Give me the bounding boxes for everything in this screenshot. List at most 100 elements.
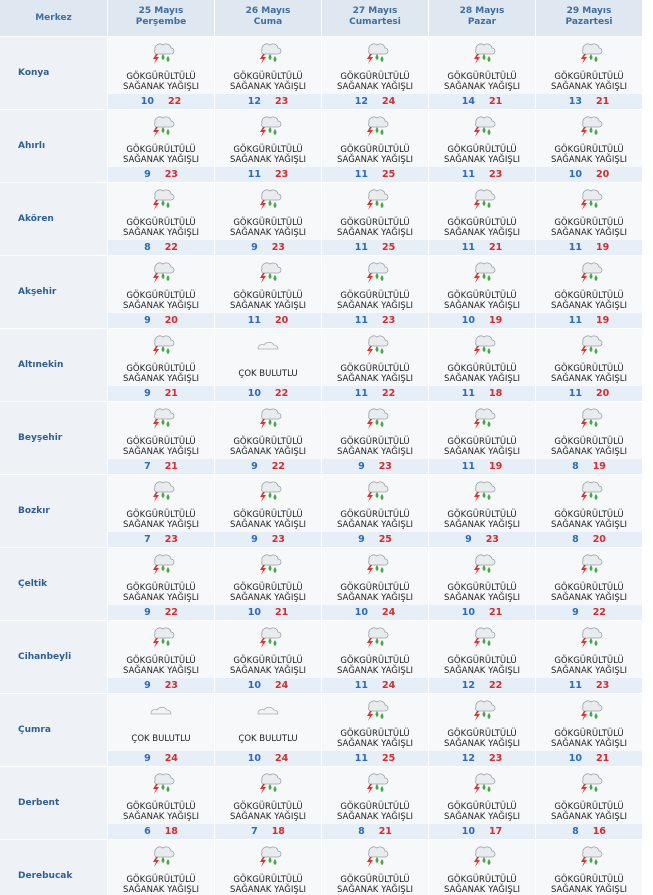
forecast-cell: ÇOK BULUTLU 9 24 [108, 694, 214, 766]
weather-icon [474, 627, 496, 648]
forecast-cell: GÖKGÜRÜLTÜLÜ SAĞANAK YAĞIŞLI 11 23 [322, 256, 428, 328]
weather-icon [474, 846, 496, 867]
high-temp: 24 [382, 607, 396, 618]
high-temp: 21 [164, 461, 178, 472]
temperatures: 6 18 [108, 824, 214, 839]
temperatures: 9 25 [322, 532, 428, 547]
low-temp: 10 [461, 607, 475, 618]
weather-icon [260, 189, 282, 210]
header-date: 28 Mayıs [459, 6, 505, 16]
low-temp: 9 [144, 169, 151, 180]
condition: GÖKGÜRÜLTÜLÜ SAĞANAK YAĞIŞLI [551, 218, 627, 238]
high-temp: 22 [275, 388, 289, 399]
high-temp: 22 [168, 96, 182, 107]
forecast-cell: GÖKGÜRÜLTÜLÜ SAĞANAK YAĞIŞLI 9 23 [215, 183, 321, 255]
condition: GÖKGÜRÜLTÜLÜ SAĞANAK YAĞIŞLI [123, 291, 199, 311]
forecast-cell: GÖKGÜRÜLTÜLÜ SAĞANAK YAĞIŞLI 7 21 [108, 402, 214, 474]
weather-icon [474, 116, 496, 137]
low-temp: 7 [144, 461, 151, 472]
condition: GÖKGÜRÜLTÜLÜ SAĞANAK YAĞIŞLI [444, 729, 520, 749]
low-temp: 11 [247, 169, 261, 180]
low-temp: 9 [251, 534, 258, 545]
low-temp: 9 [251, 242, 258, 253]
temperatures: 11 19 [536, 240, 642, 255]
condition: GÖKGÜRÜLTÜLÜ SAĞANAK YAĞIŞLI [230, 145, 306, 165]
high-temp: 20 [592, 534, 606, 545]
header-day: Cuma [253, 17, 283, 27]
weather-icon [367, 189, 389, 210]
low-temp: 9 [144, 607, 151, 618]
forecast-cell: GÖKGÜRÜLTÜLÜ SAĞANAK YAĞIŞLI 9 23 [429, 475, 535, 547]
condition: GÖKGÜRÜLTÜLÜ SAĞANAK YAĞIŞLI [551, 291, 627, 311]
temperatures: 11 25 [322, 240, 428, 255]
weather-icon [367, 773, 389, 794]
high-temp: 23 [271, 534, 285, 545]
forecast-cell: GÖKGÜRÜLTÜLÜ SAĞANAK YAĞIŞLI 8 19 [536, 402, 642, 474]
low-temp: 11 [354, 169, 368, 180]
forecast-cell: GÖKGÜRÜLTÜLÜ SAĞANAK YAĞIŞLI 11 21 [429, 183, 535, 255]
forecast-cell: GÖKGÜRÜLTÜLÜ SAĞANAK YAĞIŞLI 12 24 [322, 37, 428, 109]
temperatures: 11 19 [429, 459, 535, 474]
high-temp: 19 [596, 315, 610, 326]
forecast-cell: GÖKGÜRÜLTÜLÜ SAĞANAK YAĞIŞLI 8 20 [536, 475, 642, 547]
low-temp: 11 [354, 753, 368, 764]
city-name: Derbent [0, 767, 107, 839]
condition: GÖKGÜRÜLTÜLÜ SAĞANAK YAĞIŞLI [230, 291, 306, 311]
condition: GÖKGÜRÜLTÜLÜ SAĞANAK YAĞIŞLI [444, 364, 520, 384]
low-temp: 11 [568, 680, 582, 691]
condition: GÖKGÜRÜLTÜLÜ SAĞANAK YAĞIŞLI [444, 145, 520, 165]
city-name: Çumra [0, 694, 107, 766]
weather-icon [260, 408, 282, 429]
weather-icon [581, 554, 603, 575]
temperatures: 12 24 [322, 94, 428, 109]
forecast-cell: GÖKGÜRÜLTÜLÜ SAĞANAK YAĞIŞLI [536, 840, 642, 895]
high-temp: 23 [164, 534, 178, 545]
forecast-cell: GÖKGÜRÜLTÜLÜ SAĞANAK YAĞIŞLI 11 18 [429, 329, 535, 401]
weather-icon [474, 43, 496, 64]
low-temp: 12 [354, 96, 368, 107]
forecast-cell: GÖKGÜRÜLTÜLÜ SAĞANAK YAĞIŞLI 9 23 [215, 475, 321, 547]
high-temp: 20 [596, 169, 610, 180]
forecast-cell: GÖKGÜRÜLTÜLÜ SAĞANAK YAĞIŞLI 10 20 [536, 110, 642, 182]
temperatures: 10 24 [215, 751, 321, 766]
temperatures: 9 24 [108, 751, 214, 766]
condition: GÖKGÜRÜLTÜLÜ SAĞANAK YAĞIŞLI [230, 583, 306, 603]
high-temp: 24 [382, 96, 396, 107]
condition: GÖKGÜRÜLTÜLÜ SAĞANAK YAĞIŞLI [444, 875, 520, 895]
low-temp: 10 [140, 96, 154, 107]
forecast-cell: GÖKGÜRÜLTÜLÜ SAĞANAK YAĞIŞLI 10 17 [429, 767, 535, 839]
weather-icon [367, 846, 389, 867]
forecast-cell: GÖKGÜRÜLTÜLÜ SAĞANAK YAĞIŞLI [215, 840, 321, 895]
forecast-cell: GÖKGÜRÜLTÜLÜ SAĞANAK YAĞIŞLI 11 25 [322, 183, 428, 255]
temperatures: 11 25 [322, 751, 428, 766]
weather-icon [474, 335, 496, 356]
forecast-cell: GÖKGÜRÜLTÜLÜ SAĞANAK YAĞIŞLI 11 23 [429, 110, 535, 182]
condition: GÖKGÜRÜLTÜLÜ SAĞANAK YAĞIŞLI [123, 218, 199, 238]
condition: GÖKGÜRÜLTÜLÜ SAĞANAK YAĞIŞLI [123, 72, 199, 92]
header-cell: 27 Mayıs Cumartesi [322, 0, 428, 36]
forecast-cell: GÖKGÜRÜLTÜLÜ SAĞANAK YAĞIŞLI 11 19 [536, 256, 642, 328]
temperatures: 11 19 [536, 313, 642, 328]
condition: GÖKGÜRÜLTÜLÜ SAĞANAK YAĞIŞLI [337, 291, 413, 311]
condition: GÖKGÜRÜLTÜLÜ SAĞANAK YAĞIŞLI [230, 656, 306, 676]
temperatures: 9 23 [215, 240, 321, 255]
low-temp: 9 [358, 534, 365, 545]
weather-icon [474, 554, 496, 575]
header-date: 26 Mayıs [245, 6, 291, 16]
condition: GÖKGÜRÜLTÜLÜ SAĞANAK YAĞIŞLI [123, 875, 199, 895]
low-temp: 11 [247, 315, 261, 326]
forecast-cell: GÖKGÜRÜLTÜLÜ SAĞANAK YAĞIŞLI 11 23 [536, 621, 642, 693]
header-cell: Merkez [0, 0, 107, 36]
temperatures: 10 24 [322, 605, 428, 620]
low-temp: 10 [247, 753, 261, 764]
condition: GÖKGÜRÜLTÜLÜ SAĞANAK YAĞIŞLI [444, 291, 520, 311]
condition: ÇOK BULUTLU [238, 369, 298, 379]
weather-icon [260, 116, 282, 137]
high-temp: 17 [489, 826, 503, 837]
condition: GÖKGÜRÜLTÜLÜ SAĞANAK YAĞIŞLI [337, 510, 413, 530]
condition: GÖKGÜRÜLTÜLÜ SAĞANAK YAĞIŞLI [551, 802, 627, 822]
high-temp: 23 [485, 534, 499, 545]
temperatures: 7 21 [108, 459, 214, 474]
header-cell: 29 Mayıs Pazartesi [536, 0, 642, 36]
high-temp: 22 [164, 242, 178, 253]
